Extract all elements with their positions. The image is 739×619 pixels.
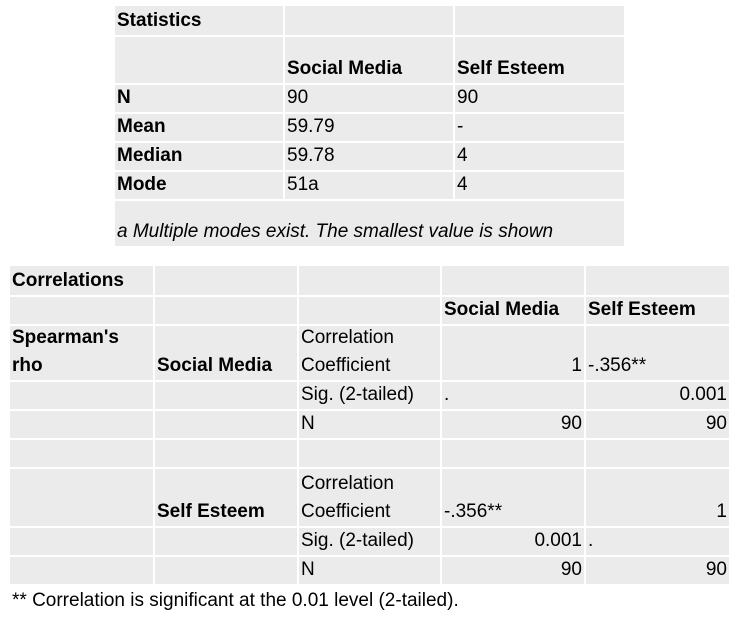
statistics-footnote: a Multiple modes exist. The smallest val… xyxy=(115,201,624,246)
empty-cell xyxy=(10,469,153,526)
empty-cell xyxy=(10,528,153,555)
row-variable: Self Esteem xyxy=(155,469,297,526)
row-label: Mode xyxy=(115,172,283,199)
empty-cell xyxy=(442,440,584,467)
empty-cell xyxy=(115,37,283,83)
empty-cell xyxy=(155,528,297,555)
table-cell: 1 xyxy=(586,469,729,526)
table-cell: 0.001 xyxy=(586,382,729,409)
table-cell: 4 xyxy=(455,143,624,170)
empty-cell xyxy=(155,266,297,295)
empty-cell xyxy=(10,440,153,467)
table-cell: 90 xyxy=(285,85,453,112)
row-label: Median xyxy=(115,143,283,170)
table-cell: -.356** xyxy=(442,469,584,526)
empty-cell xyxy=(299,266,440,295)
empty-cell xyxy=(455,6,624,35)
empty-cell xyxy=(155,411,297,438)
column-header-social-media: Social Media xyxy=(285,37,453,83)
row-label: Sig. (2-tailed) xyxy=(299,528,440,555)
column-header-self-esteem: Self Esteem xyxy=(586,297,729,324)
empty-cell xyxy=(10,297,153,324)
column-header-self-esteem: Self Esteem xyxy=(455,37,624,83)
row-label: Correlation Coefficient xyxy=(299,326,440,380)
row-label: Sig. (2-tailed) xyxy=(299,382,440,409)
empty-cell xyxy=(155,382,297,409)
row-label: Mean xyxy=(115,114,283,141)
empty-cell xyxy=(299,440,440,467)
column-header-social-media: Social Media xyxy=(442,297,584,324)
table-cell: 0.001 xyxy=(442,528,584,555)
table-cell: 1 xyxy=(442,326,584,380)
row-label: Correlation Coefficient xyxy=(299,469,440,526)
table-cell: 90 xyxy=(442,411,584,438)
table-cell: 90 xyxy=(586,411,729,438)
table-cell: 59.78 xyxy=(285,143,453,170)
empty-cell xyxy=(155,557,297,584)
empty-cell xyxy=(10,382,153,409)
empty-cell xyxy=(586,440,729,467)
correlations-footnote: ** Correlation is significant at the 0.0… xyxy=(12,586,712,615)
statistics-title: Statistics xyxy=(115,6,283,35)
row-label: N xyxy=(299,411,440,438)
table-cell: 90 xyxy=(442,557,584,584)
table-cell: 4 xyxy=(455,172,624,199)
table-cell: 59.79 xyxy=(285,114,453,141)
table-cell: . xyxy=(442,382,584,409)
empty-cell xyxy=(10,411,153,438)
empty-cell xyxy=(442,266,584,295)
empty-cell xyxy=(586,266,729,295)
correlations-title: Correlations xyxy=(10,266,153,295)
empty-cell xyxy=(10,557,153,584)
table-cell: 90 xyxy=(455,85,624,112)
empty-cell xyxy=(285,6,453,35)
table-cell: - xyxy=(455,114,624,141)
empty-cell xyxy=(155,297,297,324)
row-label: N xyxy=(115,85,283,112)
row-variable: Social Media xyxy=(155,326,297,380)
row-label: N xyxy=(299,557,440,584)
empty-cell xyxy=(299,297,440,324)
table-cell: 51a xyxy=(285,172,453,199)
table-cell: . xyxy=(586,528,729,555)
table-cell: 90 xyxy=(586,557,729,584)
method-label: Spearman's rho xyxy=(10,326,153,380)
empty-cell xyxy=(155,440,297,467)
table-cell: -.356** xyxy=(586,326,729,380)
